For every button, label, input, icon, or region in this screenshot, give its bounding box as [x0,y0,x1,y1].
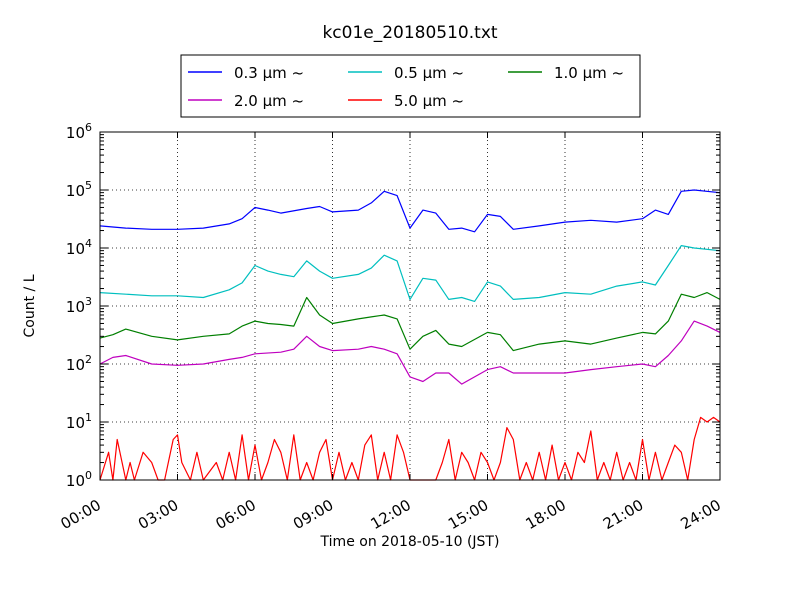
x-tick-label: 06:00 [213,496,259,533]
legend-entry: 0.3 μm ~ [234,64,304,82]
legend-entry: 5.0 μm ~ [394,92,464,110]
x-tick-label: 00:00 [58,496,104,533]
x-tick-label: 15:00 [445,496,491,533]
legend-entry: 2.0 μm ~ [234,92,304,110]
legend-entry: 1.0 μm ~ [554,64,624,82]
y-tick-label: 105 [66,179,92,200]
y-tick-label: 106 [66,121,92,142]
x-tick-label: 18:00 [523,496,569,533]
chart-title: kc01e_20180510.txt [322,23,497,43]
x-tick-label: 09:00 [290,496,336,533]
x-tick-label: 12:00 [368,496,414,533]
axis-ticks: 00:00 03:00 06:00 09:00 12:00 15:00 18:00 21:00… [58,121,724,533]
series-lines [99,189,721,481]
series-line-3 [99,320,721,385]
x-tick-label: 03:00 [135,496,181,533]
legend-entry: 0.5 μm ~ [394,64,464,82]
series-line-1 [99,245,721,302]
x-axis-label: Time on 2018-05-10 (JST) [320,534,500,550]
y-tick-label: 100 [66,469,92,490]
legend: 0.3 μm ~ 0.5 μm ~ 1.0 μm ~ 2.0 μm ~ 5.0 μm ~ [180,54,641,118]
x-tick-label: 21:00 [600,496,646,533]
series-line-0 [99,189,721,233]
y-tick-label: 103 [66,295,92,316]
y-tick-label: 101 [66,411,92,432]
y-tick-label: 102 [66,353,92,374]
y-axis-label: Count / L [22,274,38,337]
y-tick-label: 104 [66,237,92,258]
grid [100,132,720,480]
series-line-2 [99,292,721,352]
series-line-4 [99,416,721,481]
x-tick-label: 24:00 [678,496,724,533]
